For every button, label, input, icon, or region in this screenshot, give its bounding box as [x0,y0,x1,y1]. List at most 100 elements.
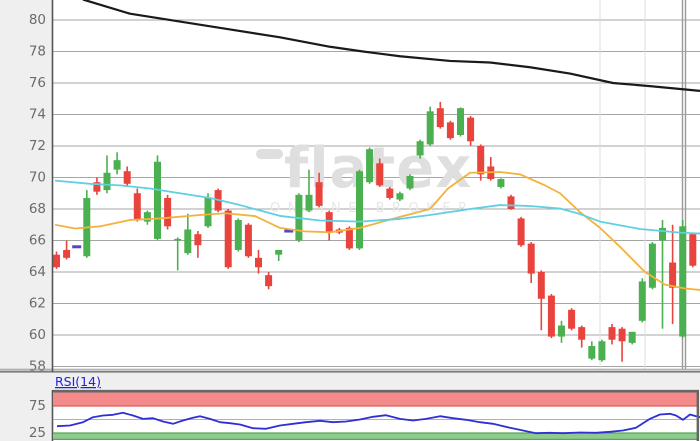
candle-body [446,122,454,139]
candle[interactable] [679,220,687,339]
candle[interactable] [204,193,212,228]
watermark-dash [256,149,283,159]
candle-body [194,234,202,246]
y-axis-label: 66 [29,232,46,248]
rsi-indicator-label[interactable]: RSI(14) [55,374,101,389]
candle[interactable] [527,242,535,284]
candle[interactable] [244,223,252,258]
candle[interactable] [467,116,475,146]
candle[interactable] [83,190,91,258]
candle-body [184,229,192,254]
candle[interactable] [123,166,131,187]
y-axis-label: 76 [29,75,46,91]
y-axis-label: 62 [29,295,46,311]
candle[interactable] [386,186,394,200]
candle[interactable] [669,224,677,324]
candle[interactable] [436,101,444,129]
candle-body [356,171,363,249]
candle[interactable] [648,242,656,290]
candle[interactable] [426,106,434,146]
candle[interactable] [174,237,182,271]
candle[interactable] [446,120,454,140]
y-axis-label: 72 [29,138,46,154]
candle[interactable] [477,144,485,181]
candle-body [689,234,697,266]
candle[interactable] [517,216,525,247]
candle-body [255,257,262,268]
candle-body [174,238,182,241]
candle[interactable] [366,147,374,184]
candle[interactable] [598,339,606,362]
y-axis-label: 58 [29,358,46,374]
candle-body [638,281,646,321]
candle-body [265,275,273,287]
candle-body [234,220,242,250]
candle-body [426,111,434,145]
candle[interactable] [255,249,262,274]
candle[interactable] [396,191,404,202]
candle[interactable] [376,158,384,187]
candle-body [53,254,60,268]
candle[interactable] [184,213,192,255]
candle[interactable] [588,341,596,361]
candle[interactable] [275,249,283,261]
candle-body [305,194,313,211]
candle-body [507,196,515,209]
candle-body [396,193,404,200]
candle[interactable] [578,325,586,348]
candle[interactable] [689,232,697,268]
rsi-oversold-band [53,433,697,440]
candle[interactable] [457,107,464,137]
candle[interactable] [547,294,555,339]
candle[interactable] [133,188,141,222]
candle-body [113,160,121,170]
candle[interactable] [194,231,202,258]
candle-body [224,210,232,268]
y-axis-label: 74 [29,106,46,122]
candle[interactable] [638,278,646,323]
y-axis-label: 80 [29,12,46,28]
candle[interactable] [356,169,363,250]
candle[interactable] [164,194,172,230]
candle-body [416,141,424,156]
candle[interactable] [497,178,505,189]
candle[interactable] [618,327,626,362]
candle-body [386,188,394,198]
candle[interactable] [103,155,111,194]
candle-body [497,179,505,187]
candle-body [123,171,131,184]
candle[interactable] [659,220,666,329]
candle[interactable] [53,251,60,269]
candle[interactable] [507,194,515,210]
candle-body [618,328,626,342]
candle-body [598,341,606,361]
candle-body [558,325,565,337]
moving-average-orange [54,171,700,291]
candle[interactable] [325,210,333,241]
candle-body [648,243,656,288]
candle[interactable] [93,177,101,195]
candle-body [366,149,374,183]
candle-body [467,117,475,142]
candle-body [679,226,687,337]
candle[interactable] [63,240,71,260]
candle[interactable] [315,172,323,208]
candle[interactable] [154,155,161,241]
candle-body [568,309,576,329]
candle[interactable] [113,152,121,175]
candle[interactable] [224,208,232,269]
candle[interactable] [537,270,545,331]
moving-average-black [82,0,700,92]
candle[interactable] [265,271,273,290]
candle-body [376,163,384,186]
candle[interactable] [406,174,414,191]
candle[interactable] [568,308,576,331]
candle[interactable] [608,323,616,345]
candle-body [608,327,616,340]
candle[interactable] [558,320,565,343]
candle[interactable] [305,169,313,213]
candle[interactable] [234,218,242,252]
candle[interactable] [628,331,636,345]
candle[interactable] [143,210,151,225]
candle[interactable] [416,139,424,159]
